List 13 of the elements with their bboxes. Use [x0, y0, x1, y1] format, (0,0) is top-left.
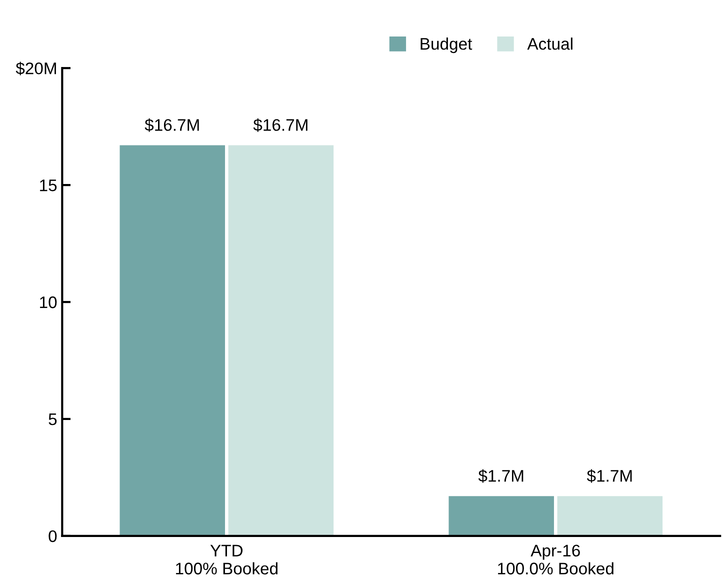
- x-tick-label: YTD 100% Booked: [176, 544, 278, 574]
- data-label: $1.7M: [586, 469, 632, 483]
- data-label: $16.7M: [253, 118, 308, 132]
- y-tick-label: 5: [48, 414, 57, 426]
- y-tick-label: $20M: [16, 62, 56, 76]
- x-tick-label: Apr-16 100.0% Booked: [498, 544, 614, 574]
- y-tick-label: 15: [40, 180, 57, 192]
- legend-label: Budget: [420, 38, 472, 54]
- data-label: $1.7M: [478, 469, 524, 483]
- y-tick-label: 10: [40, 296, 57, 308]
- y-tick-label: 0: [48, 530, 57, 542]
- data-label: $16.7M: [144, 118, 199, 132]
- legend-label: Actual: [527, 38, 572, 50]
